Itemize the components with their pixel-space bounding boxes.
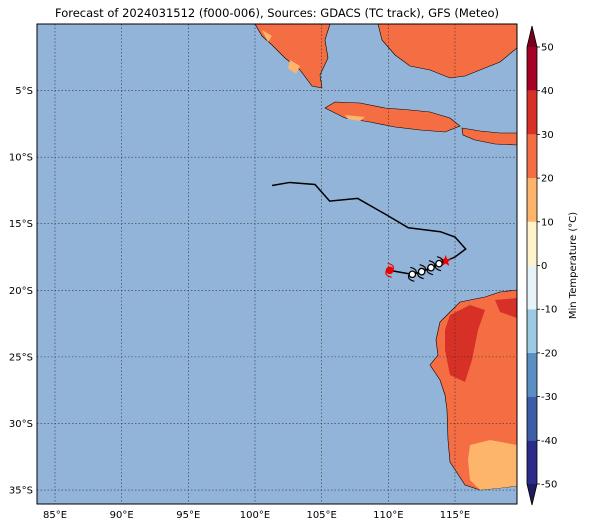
y-tick-label: 35°S xyxy=(9,486,33,497)
colorbar-tick-label: -50 xyxy=(541,480,557,491)
frame xyxy=(36,23,518,505)
colorbar-tick-label: -30 xyxy=(541,392,557,403)
colorbar-band xyxy=(527,265,537,310)
colorbar-band xyxy=(527,134,537,179)
y-tick-label: 5°S xyxy=(15,86,33,97)
x-tick-label: 105°E xyxy=(306,510,336,521)
colorbar-band xyxy=(527,47,537,91)
colorbar-tick-label: 40 xyxy=(541,86,554,97)
cyclone-symbol xyxy=(417,267,426,276)
cyclone-symbol xyxy=(408,270,417,279)
colorbar-tick-label: -20 xyxy=(541,348,557,359)
colorbar-tick-label: 0 xyxy=(541,261,547,272)
colorbar-band xyxy=(527,309,537,353)
x-tick-label: 95°E xyxy=(176,510,200,521)
cyclone-symbol xyxy=(385,266,394,275)
current-position xyxy=(439,255,452,266)
x-tick-label: 100°E xyxy=(240,510,270,521)
colorbar-tick-label: 20 xyxy=(541,174,554,185)
colorbar-band xyxy=(527,396,537,441)
colorbar-band xyxy=(527,90,537,135)
land xyxy=(254,24,517,491)
x-tick-label: 90°E xyxy=(110,510,134,521)
colorbar-over xyxy=(527,26,537,47)
x-tick-label: 110°E xyxy=(373,510,403,521)
colorbar-tick-label: -10 xyxy=(541,305,557,316)
y-tick-label: 25°S xyxy=(9,352,33,363)
colorbar-band xyxy=(527,178,537,222)
tc-track xyxy=(271,181,467,262)
colorbar-band xyxy=(527,352,537,397)
colorbar-tick-label: -40 xyxy=(541,436,557,447)
colorbar-label: Min Temperature (°C) xyxy=(568,212,579,319)
y-tick-label: 30°S xyxy=(9,419,33,430)
colorbar-tick-label: 30 xyxy=(541,130,554,141)
colorbar-under xyxy=(527,484,537,505)
ocean xyxy=(37,24,517,504)
y-tick-label: 20°S xyxy=(9,286,33,297)
colorbar-band xyxy=(527,440,537,484)
colorbar-tick-label: 50 xyxy=(541,43,554,54)
colorbar-band xyxy=(527,221,537,266)
x-tick-label: 85°E xyxy=(43,510,67,521)
cyclone-symbol xyxy=(427,263,435,272)
y-tick-label: 10°S xyxy=(9,153,33,164)
x-tick-label: 115°E xyxy=(440,510,470,521)
title: Forecast of 2024031512 (f000-006), Sourc… xyxy=(55,6,499,20)
cyclone-symbol xyxy=(435,259,443,268)
y-tick-label: 15°S xyxy=(9,219,33,230)
colorbar-tick-label: 10 xyxy=(541,217,554,228)
